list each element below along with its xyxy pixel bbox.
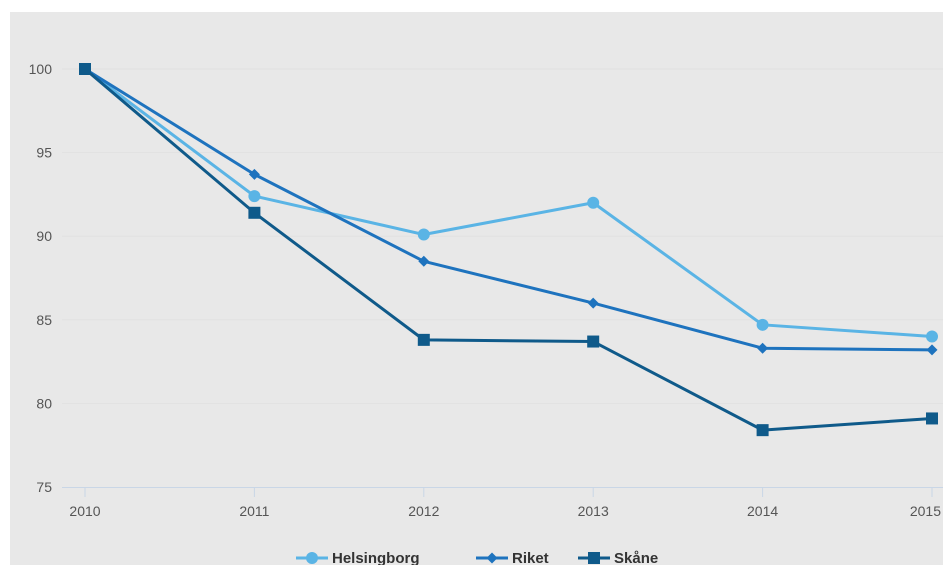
x-axis [62, 487, 943, 497]
data-point-helsingborg[interactable] [417, 228, 430, 241]
data-point-sk-ne[interactable] [248, 206, 261, 219]
data-point-helsingborg[interactable] [248, 190, 261, 203]
x-tick-label: 2014 [747, 503, 778, 519]
legend-item-sk-ne[interactable]: Skåne [578, 550, 658, 565]
x-tick-label: 2011 [239, 503, 269, 519]
x-tick-label: 2013 [578, 503, 609, 519]
legend-item-helsingborg[interactable]: Helsingborg [296, 550, 420, 565]
legend-label: Helsingborg [332, 550, 420, 565]
data-point-sk-ne[interactable] [79, 63, 91, 75]
x-axis-tick-labels: 2010 2011 2012 2013 2014 2015 [69, 503, 941, 519]
data-point-sk-ne[interactable] [417, 333, 430, 346]
data-point-riket[interactable] [587, 297, 599, 309]
data-point-helsingborg[interactable] [926, 330, 938, 343]
y-tick-label: 85 [36, 312, 52, 328]
series-line-riket [83, 67, 934, 352]
legend[interactable]: Helsingborg Riket Skåne [296, 550, 658, 565]
x-tick-label: 2012 [408, 503, 439, 519]
data-point-riket[interactable] [926, 344, 938, 356]
series-line-sk-ne [83, 67, 934, 432]
x-tick-label: 2010 [69, 503, 100, 519]
data-point-helsingborg[interactable] [756, 318, 769, 331]
gridlines [62, 68, 943, 404]
series-lines [79, 63, 938, 437]
y-axis-tick-labels: 75 80 85 90 95 100 [29, 61, 53, 495]
x-tick-label: 2015 [910, 503, 941, 519]
data-point-helsingborg[interactable] [587, 196, 600, 209]
y-tick-label: 100 [29, 61, 53, 77]
data-point-riket[interactable] [248, 168, 260, 180]
legend-marker-square[interactable] [588, 552, 600, 564]
data-point-riket[interactable] [418, 255, 430, 267]
y-tick-label: 90 [36, 228, 52, 244]
legend-marker-circle[interactable] [306, 552, 318, 564]
data-point-riket[interactable] [757, 342, 769, 354]
plot-background [10, 12, 943, 565]
y-tick-label: 95 [36, 145, 52, 161]
y-tick-label: 80 [36, 395, 52, 411]
data-point-sk-ne[interactable] [756, 424, 769, 437]
legend-marker-diamond[interactable] [486, 552, 498, 564]
y-tick-label: 75 [36, 479, 52, 495]
series-sk-ne [79, 63, 938, 437]
legend-label: Riket [512, 550, 549, 565]
data-point-sk-ne[interactable] [926, 412, 938, 425]
series-line-helsingborg [83, 67, 934, 339]
data-point-sk-ne[interactable] [587, 335, 600, 348]
legend-label: Skåne [614, 550, 658, 565]
legend-item-riket[interactable]: Riket [476, 550, 549, 565]
